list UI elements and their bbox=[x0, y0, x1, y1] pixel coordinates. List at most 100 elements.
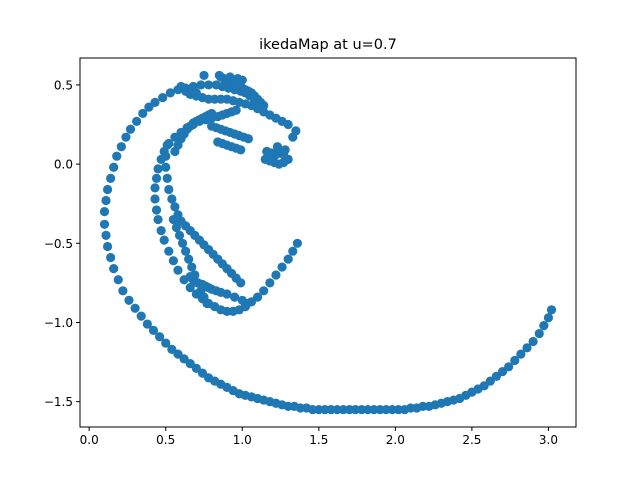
data-point bbox=[184, 254, 194, 264]
data-point bbox=[132, 116, 142, 126]
data-point bbox=[202, 298, 212, 309]
data-point bbox=[148, 325, 159, 335]
data-point bbox=[159, 235, 169, 245]
points-layer bbox=[99, 70, 557, 415]
data-point bbox=[185, 283, 195, 293]
data-point bbox=[528, 336, 538, 347]
data-point bbox=[101, 230, 111, 240]
data-point bbox=[283, 254, 293, 264]
axes-frame bbox=[79, 57, 577, 428]
y-axis: −1.5 −1.0 −0.5 0.0 0.5 bbox=[44, 78, 80, 409]
data-point bbox=[534, 328, 544, 339]
data-point bbox=[124, 295, 134, 305]
data-point bbox=[225, 72, 235, 82]
data-point bbox=[283, 119, 293, 130]
data-point bbox=[167, 194, 177, 204]
data-point bbox=[99, 207, 110, 217]
data-point bbox=[150, 183, 160, 193]
y-tick-label: −1.0 bbox=[44, 316, 73, 330]
data-point bbox=[277, 262, 287, 272]
data-point bbox=[187, 262, 197, 272]
data-point bbox=[546, 305, 557, 315]
data-point bbox=[156, 226, 166, 236]
data-point bbox=[161, 162, 171, 172]
data-point bbox=[161, 151, 171, 161]
data-point bbox=[214, 70, 224, 81]
data-point bbox=[136, 311, 146, 321]
data-point bbox=[539, 321, 549, 331]
data-point bbox=[174, 230, 185, 240]
data-point bbox=[288, 246, 298, 256]
data-point bbox=[265, 278, 275, 288]
data-point bbox=[162, 173, 172, 183]
data-point bbox=[237, 295, 247, 305]
data-point bbox=[292, 238, 302, 248]
data-point bbox=[113, 275, 123, 285]
y-tick-label: 0.5 bbox=[54, 78, 73, 92]
data-point bbox=[130, 303, 140, 313]
x-tick-label: 0.5 bbox=[156, 433, 175, 447]
data-point bbox=[155, 332, 165, 342]
data-point bbox=[167, 344, 177, 354]
data-point bbox=[118, 286, 128, 296]
data-point bbox=[102, 184, 113, 195]
x-tick-label: 1.5 bbox=[309, 433, 328, 447]
data-point bbox=[164, 246, 174, 256]
data-point bbox=[112, 151, 122, 161]
data-point bbox=[165, 88, 175, 98]
data-point bbox=[116, 142, 126, 152]
data-point bbox=[109, 162, 119, 172]
x-tick-label: 2.5 bbox=[462, 433, 481, 447]
data-point bbox=[168, 256, 178, 266]
data-point bbox=[516, 349, 526, 359]
data-point bbox=[237, 75, 247, 85]
data-point bbox=[252, 292, 263, 302]
chart-title: ikedaMap at u=0.7 bbox=[259, 37, 397, 53]
data-point bbox=[164, 184, 174, 195]
data-point bbox=[106, 252, 116, 263]
x-tick-label: 3.0 bbox=[539, 433, 558, 447]
data-point bbox=[203, 80, 214, 90]
data-point bbox=[522, 343, 532, 353]
data-point bbox=[171, 222, 182, 233]
data-point bbox=[125, 124, 136, 134]
y-tick-label: −0.5 bbox=[44, 237, 73, 251]
data-point bbox=[230, 292, 240, 302]
data-point bbox=[142, 319, 152, 329]
data-point bbox=[291, 126, 301, 136]
data-point bbox=[102, 241, 113, 252]
x-axis: 0.0 0.5 1.0 1.5 2.0 2.5 3.0 bbox=[80, 427, 558, 447]
y-tick-label: −1.5 bbox=[44, 395, 73, 409]
data-point bbox=[543, 313, 554, 323]
data-point bbox=[151, 173, 162, 183]
data-point bbox=[162, 140, 172, 150]
data-point bbox=[121, 132, 131, 142]
data-point bbox=[181, 246, 191, 256]
data-point bbox=[199, 70, 209, 81]
data-point bbox=[271, 270, 281, 280]
data-point bbox=[236, 145, 246, 155]
data-point bbox=[153, 164, 163, 174]
data-point bbox=[170, 202, 180, 212]
data-point bbox=[191, 88, 201, 98]
data-point bbox=[173, 265, 183, 275]
x-tick-label: 1.0 bbox=[233, 433, 252, 447]
data-point bbox=[259, 286, 269, 296]
data-point bbox=[151, 205, 162, 215]
data-point bbox=[101, 195, 111, 206]
data-point bbox=[150, 97, 160, 107]
data-point bbox=[158, 92, 168, 103]
x-tick-label: 0.0 bbox=[80, 433, 99, 447]
data-point bbox=[177, 238, 188, 248]
x-tick-label: 2.0 bbox=[386, 433, 405, 447]
data-point bbox=[196, 80, 206, 90]
data-point bbox=[510, 355, 520, 366]
data-point bbox=[243, 134, 253, 144]
data-point bbox=[279, 150, 289, 160]
y-tick-label: 0.0 bbox=[54, 158, 73, 172]
data-point bbox=[150, 194, 160, 204]
data-point bbox=[207, 108, 217, 119]
